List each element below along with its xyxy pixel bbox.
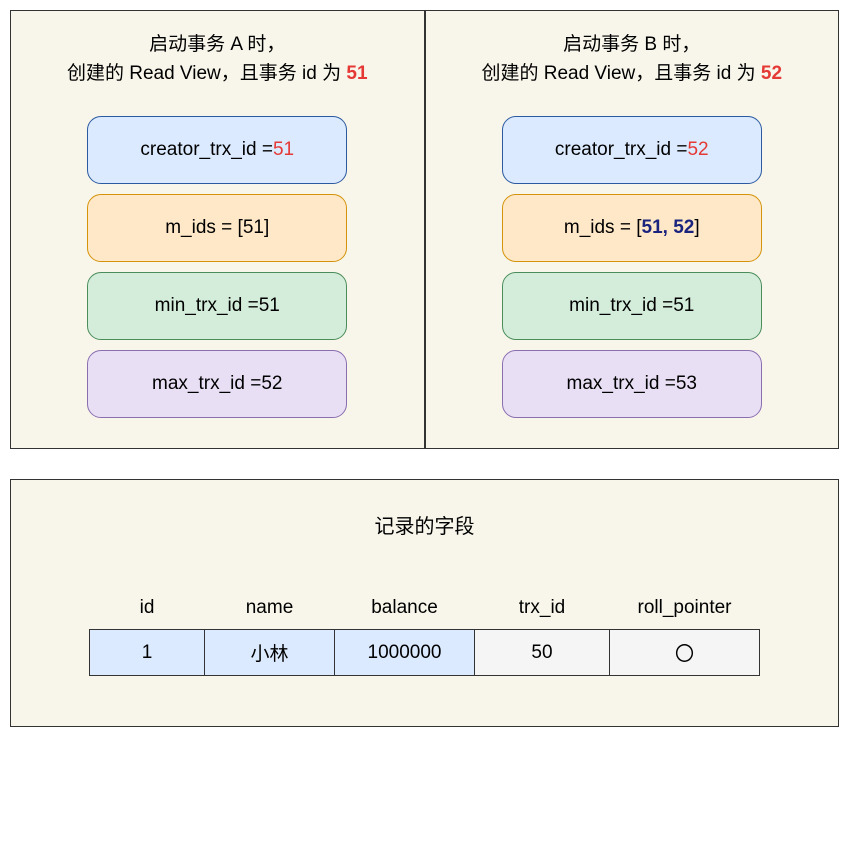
min-label: min_trx_id =: [569, 295, 673, 317]
mids-suffix: ]: [264, 217, 269, 239]
record-panel: 记录的字段 id name balance trx_id roll_pointe…: [10, 479, 839, 727]
title-a-line1: 启动事务 A 时，: [149, 34, 285, 55]
header-name: name: [205, 589, 335, 630]
record-table: id name balance trx_id roll_pointer 1 小林…: [89, 589, 760, 676]
mids-suffix: ]: [694, 217, 699, 239]
creator-value: 52: [687, 139, 708, 161]
max-value: 52: [261, 373, 282, 395]
title-b-id: 52: [761, 63, 782, 84]
min-label: min_trx_id =: [155, 295, 259, 317]
creator-label: creator_trx_id =: [140, 139, 273, 161]
field-m-ids: m_ids = [51]: [87, 194, 347, 262]
title-b-line2-prefix: 创建的 Read View，且事务 id 为: [481, 63, 760, 84]
record-table-wrap: id name balance trx_id roll_pointer 1 小林…: [51, 589, 798, 676]
max-label: max_trx_id =: [567, 373, 676, 395]
field-creator-trx-id: creator_trx_id = 51: [87, 116, 347, 184]
field-max-trx-id: max_trx_id = 53: [502, 350, 762, 418]
record-title: 记录的字段: [51, 510, 798, 539]
panel-a-title: 启动事务 A 时， 创建的 Read View，且事务 id 为 51: [41, 31, 394, 88]
panel-b-title: 启动事务 B 时， 创建的 Read View，且事务 id 为 52: [456, 31, 809, 88]
header-roll-pointer: roll_pointer: [610, 589, 760, 630]
table-header-row: id name balance trx_id roll_pointer: [90, 589, 760, 630]
field-min-trx-id: min_trx_id = 51: [502, 272, 762, 340]
title-a-line2-prefix: 创建的 Read View，且事务 id 为: [67, 63, 346, 84]
cell-balance: 1000000: [335, 630, 475, 676]
min-value: 51: [673, 295, 694, 317]
mids-prefix: m_ids = [: [564, 217, 642, 239]
panel-transaction-a: 启动事务 A 时， 创建的 Read View，且事务 id 为 51 crea…: [10, 10, 425, 449]
field-m-ids: m_ids = [51, 52]: [502, 194, 762, 262]
cell-name: 小林: [205, 630, 335, 676]
table-row: 1 小林 1000000 50 〇: [90, 630, 760, 676]
field-max-trx-id: max_trx_id = 52: [87, 350, 347, 418]
cell-roll-pointer: 〇: [610, 630, 760, 676]
title-a-id: 51: [346, 63, 367, 84]
cell-trx-id: 50: [475, 630, 610, 676]
panel-transaction-b: 启动事务 B 时， 创建的 Read View，且事务 id 为 52 crea…: [425, 10, 840, 449]
max-value: 53: [676, 373, 697, 395]
max-label: max_trx_id =: [152, 373, 261, 395]
field-min-trx-id: min_trx_id = 51: [87, 272, 347, 340]
field-creator-trx-id: creator_trx_id = 52: [502, 116, 762, 184]
header-trx-id: trx_id: [475, 589, 610, 630]
mids-body: 51: [243, 217, 264, 239]
header-balance: balance: [335, 589, 475, 630]
mids-body: 51, 52: [642, 217, 695, 239]
cell-id: 1: [90, 630, 205, 676]
header-id: id: [90, 589, 205, 630]
panel-a-fields: creator_trx_id = 51 m_ids = [51] min_trx…: [41, 116, 394, 418]
title-b-line1: 启动事务 B 时，: [563, 34, 700, 55]
mids-prefix: m_ids = [: [165, 217, 243, 239]
min-value: 51: [259, 295, 280, 317]
creator-label: creator_trx_id =: [555, 139, 688, 161]
creator-value: 51: [273, 139, 294, 161]
panel-b-fields: creator_trx_id = 52 m_ids = [51, 52] min…: [456, 116, 809, 418]
